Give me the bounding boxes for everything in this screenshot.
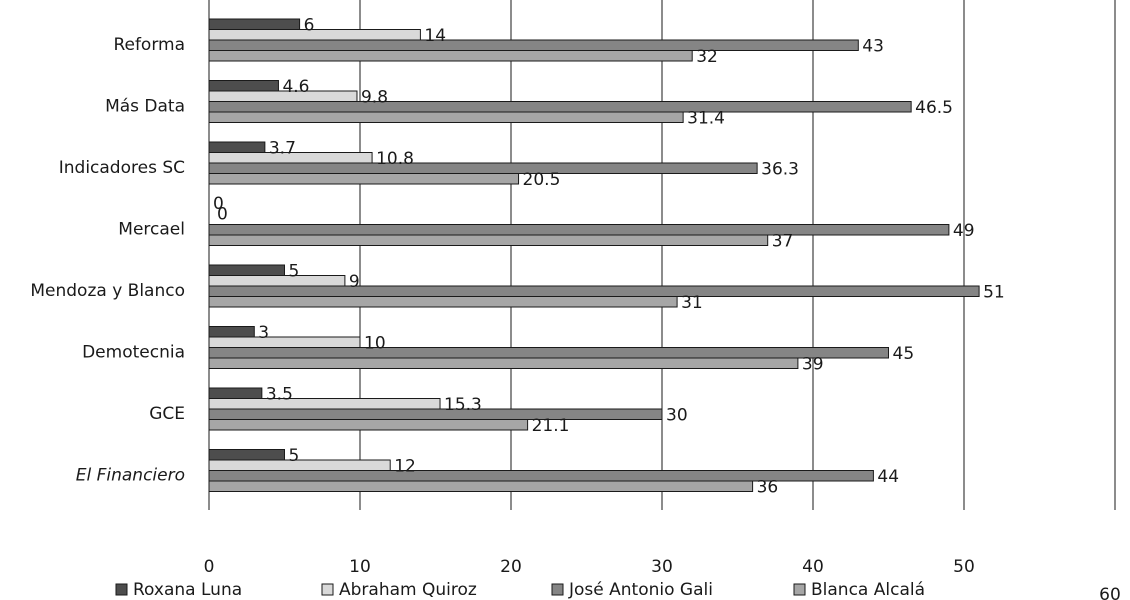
bar-roxana-luna-7 <box>208 449 285 461</box>
bar-abraham-quiroz-4 <box>208 275 346 287</box>
data-label: 51 <box>983 282 1005 302</box>
x-tick-label: 30 <box>651 557 673 577</box>
bar-jos-antonio-gali-5 <box>208 347 889 359</box>
gridlines <box>208 0 1116 510</box>
bar-roxana-luna-4 <box>208 264 285 276</box>
bar-roxana-luna-1 <box>208 80 279 92</box>
data-label: 3.7 <box>269 138 296 158</box>
data-label: 45 <box>893 344 915 364</box>
bar-jos-antonio-gali-2 <box>208 162 758 174</box>
category-label: Demotecnia <box>82 343 185 363</box>
x-tick-label: 20 <box>500 557 522 577</box>
data-label: 36.3 <box>761 159 799 179</box>
bar-roxana-luna-5 <box>208 326 255 338</box>
legend-swatch <box>551 583 564 596</box>
data-label: 21.1 <box>532 416 570 436</box>
data-label: 0 <box>213 194 224 214</box>
bar-blanca-alcal--7 <box>208 480 754 492</box>
data-label: 0 <box>217 204 228 224</box>
category-label: Mercael <box>118 220 185 240</box>
data-label: 3 <box>258 323 269 343</box>
category-label: Mendoza y Blanco <box>30 281 185 301</box>
legend-label: Blanca Alcalá <box>811 580 925 600</box>
x-tick-label: 60 <box>1099 585 1121 600</box>
legend-swatch <box>115 583 128 596</box>
bar-abraham-quiroz-5 <box>208 336 361 348</box>
data-label: 49 <box>953 221 975 241</box>
data-label: 31 <box>681 293 703 313</box>
bar-blanca-alcal--6 <box>208 419 529 431</box>
legend-swatch <box>793 583 806 596</box>
data-labels: 6 14 43 32 4.6 9.8 46.5 31.4 3.7 10.8 36.3 20.5 00 49… <box>213 15 1005 497</box>
legend-label: Roxana Luna <box>133 580 242 600</box>
x-tick-label: 50 <box>953 557 975 577</box>
bar-blanca-alcal--2 <box>208 173 520 185</box>
data-label: 31.4 <box>687 108 725 128</box>
category-labels: Reforma Más Data Indicadores SC Mercael Mend… <box>30 35 185 486</box>
bar-blanca-alcal--3 <box>208 234 769 246</box>
data-label: 32 <box>696 47 718 67</box>
data-label: 6 <box>304 15 315 35</box>
data-label: 30 <box>666 405 688 425</box>
data-label: 9 <box>349 272 360 292</box>
bar-blanca-alcal--0 <box>208 50 693 62</box>
bar-roxana-luna-6 <box>208 387 263 399</box>
legend-swatch <box>321 583 334 596</box>
bar-jos-antonio-gali-0 <box>208 39 859 51</box>
category-label: Reforma <box>113 35 185 55</box>
data-label: 9.8 <box>361 87 388 107</box>
data-label: 15.3 <box>444 395 482 415</box>
data-label: 36 <box>757 477 779 497</box>
bar-blanca-alcal--4 <box>208 296 678 308</box>
data-label: 39 <box>802 354 824 374</box>
x-tick-labels: 0 10 20 30 40 50 60 <box>204 557 1121 600</box>
bar-abraham-quiroz-6 <box>208 398 441 410</box>
data-label: 10.8 <box>376 149 414 169</box>
bar-blanca-alcal--5 <box>208 357 799 369</box>
bar-jos-antonio-gali-3 <box>208 224 950 236</box>
data-label: 5 <box>289 261 300 281</box>
x-tick-label: 0 <box>204 557 215 577</box>
bar-jos-antonio-gali-4 <box>208 285 980 297</box>
bar-jos-antonio-gali-1 <box>208 101 912 113</box>
category-label: Indicadores SC <box>59 158 185 178</box>
bar-abraham-quiroz-7 <box>208 459 391 471</box>
x-tick-label: 10 <box>349 557 371 577</box>
data-label: 5 <box>289 446 300 466</box>
data-label: 43 <box>862 36 884 56</box>
category-label: El Financiero <box>76 466 185 486</box>
data-label: 14 <box>424 26 446 46</box>
bar-jos-antonio-gali-6 <box>208 408 663 420</box>
data-label: 37 <box>772 231 794 251</box>
data-label: 46.5 <box>915 98 953 118</box>
bar-roxana-luna-2 <box>208 141 266 153</box>
data-label: 3.5 <box>266 384 293 404</box>
category-label: GCE <box>149 404 185 424</box>
data-label: 4.6 <box>282 77 309 97</box>
data-label: 10 <box>364 333 386 353</box>
legend: Roxana Luna Abraham Quiroz José Antonio Ga… <box>115 580 925 600</box>
data-label: 20.5 <box>523 170 561 190</box>
legend-label: Abraham Quiroz <box>339 580 477 600</box>
bars <box>208 18 980 492</box>
data-label: 44 <box>877 467 899 487</box>
bar-roxana-luna-0 <box>208 18 301 30</box>
legend-label: José Antonio Gali <box>568 580 713 600</box>
data-label: 12 <box>394 456 416 476</box>
bar-blanca-alcal--1 <box>208 111 684 123</box>
category-label: Más Data <box>105 97 185 117</box>
bar-abraham-quiroz-0 <box>208 29 421 41</box>
x-tick-label: 40 <box>802 557 824 577</box>
